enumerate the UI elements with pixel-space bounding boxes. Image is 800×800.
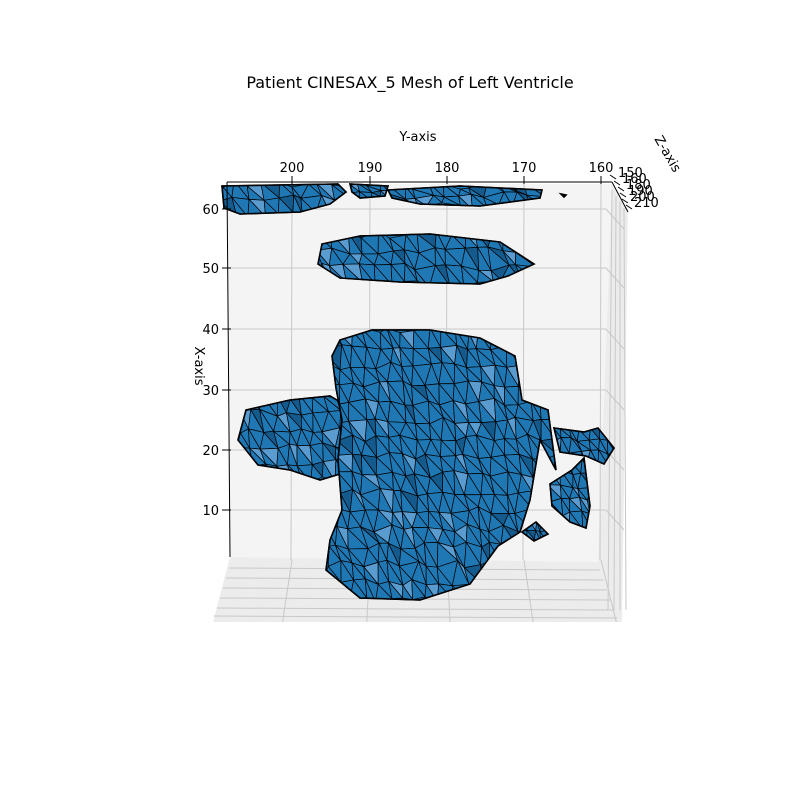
y-tick-label: 200 — [280, 161, 305, 176]
mesh-top-slab-2-outline — [348, 183, 390, 199]
x-tick-label: 40 — [202, 323, 219, 338]
mesh-main-body-facet — [364, 578, 377, 600]
mesh-top-slab-3-outline — [386, 185, 544, 207]
z-axis-label: Z-axis — [651, 133, 684, 175]
grid-line-y — [599, 183, 602, 561]
mesh-upper-band-outline — [317, 233, 536, 285]
mesh-main-body-facet — [375, 583, 393, 600]
grid-line-floor — [282, 559, 293, 623]
x-tick-label: 60 — [202, 203, 219, 218]
z-tick-label: 150 — [618, 166, 643, 181]
z-tick — [619, 192, 627, 198]
z-tick — [617, 186, 625, 192]
z-tick — [613, 180, 621, 186]
z-tick — [625, 204, 633, 210]
z-tick-label: 190 — [628, 184, 653, 199]
x-tick-label: 20 — [202, 444, 219, 459]
z-tick — [609, 174, 617, 180]
grid-line-depth-v — [623, 207, 627, 611]
z-tick-label: 160 — [622, 172, 647, 187]
mesh-top-slab-3-facet — [441, 196, 461, 206]
y-tick-label: 170 — [512, 161, 537, 176]
x-axis-ticks: 10 20 30 40 50 60 — [202, 203, 231, 519]
mesh-upper-band-facet — [404, 262, 418, 282]
z-tick-label: 180 — [626, 178, 651, 193]
grid-line-side — [605, 208, 625, 230]
z-tick-label: 210 — [634, 196, 659, 211]
grid-line-side — [605, 267, 625, 289]
mesh-upper-band-facet — [445, 264, 465, 284]
y-tick-label: 180 — [435, 161, 460, 176]
x-tick-label: 10 — [202, 504, 219, 519]
z-axis-line — [611, 181, 629, 213]
y-axis-label: Y-axis — [398, 130, 436, 145]
mesh-right-nub-1-outline — [552, 427, 615, 466]
mesh-main-body-facet — [388, 580, 404, 600]
grid-line-depth — [216, 607, 615, 611]
mesh-top-slab — [221, 183, 348, 215]
y-axis-ticks: 200 190 180 170 160 — [280, 161, 614, 184]
mesh-upper-band-facet — [428, 264, 451, 284]
mesh-main-body-facet — [411, 578, 426, 600]
mesh-upper-band-facet — [460, 265, 479, 284]
z-tick — [621, 198, 629, 204]
grid-line-floor — [523, 559, 534, 623]
x-axis-line — [226, 181, 231, 558]
mesh-top-slab-2-facet — [359, 191, 372, 198]
z-tick-label: 200 — [630, 190, 655, 205]
mesh-right-nub-3-outline — [520, 520, 550, 542]
x-axis-label: X-axis — [191, 347, 206, 386]
mesh-top-slab-3-facet — [458, 195, 473, 206]
x-tick-label: 50 — [202, 262, 219, 277]
x-tick-label: 30 — [202, 384, 219, 399]
mesh-right-nub-2-outline — [549, 456, 591, 530]
grid-line-depth-v — [607, 189, 613, 611]
grid-line-depth-v — [613, 195, 617, 611]
chart-title: Patient CINESAX_5 Mesh of Left Ventricle — [246, 73, 573, 93]
y-tick-label: 160 — [589, 161, 614, 176]
y-tick-label: 190 — [358, 161, 383, 176]
grid-line-depth — [213, 615, 618, 619]
grid-line-y — [290, 183, 293, 561]
mesh-main-body-outline — [325, 329, 557, 601]
mesh-top-dot-outline — [558, 192, 568, 199]
mesh-left-lobe — [237, 395, 351, 481]
